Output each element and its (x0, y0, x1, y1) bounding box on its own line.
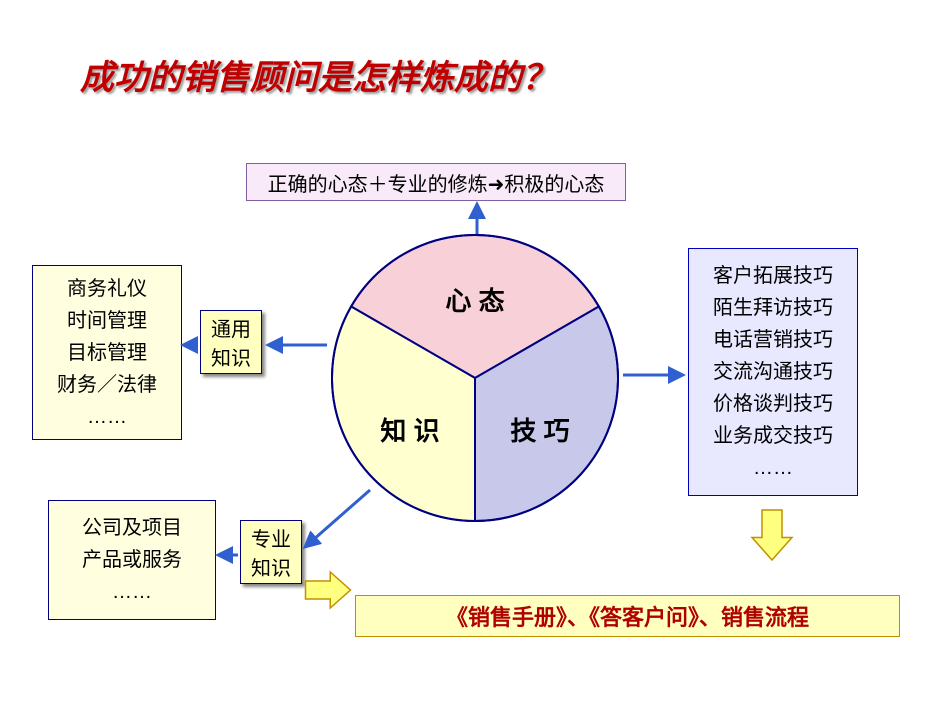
block-arrow-right (306, 572, 351, 608)
pie-label: 知 识 (380, 416, 439, 446)
diagram-svg: 心 态知 识 技 巧 (0, 0, 950, 713)
pie-label: 技 巧 (510, 416, 569, 446)
block-arrow-down (752, 510, 792, 560)
pie-label: 心 态 (445, 286, 504, 316)
arrow-dl1 (305, 490, 370, 547)
